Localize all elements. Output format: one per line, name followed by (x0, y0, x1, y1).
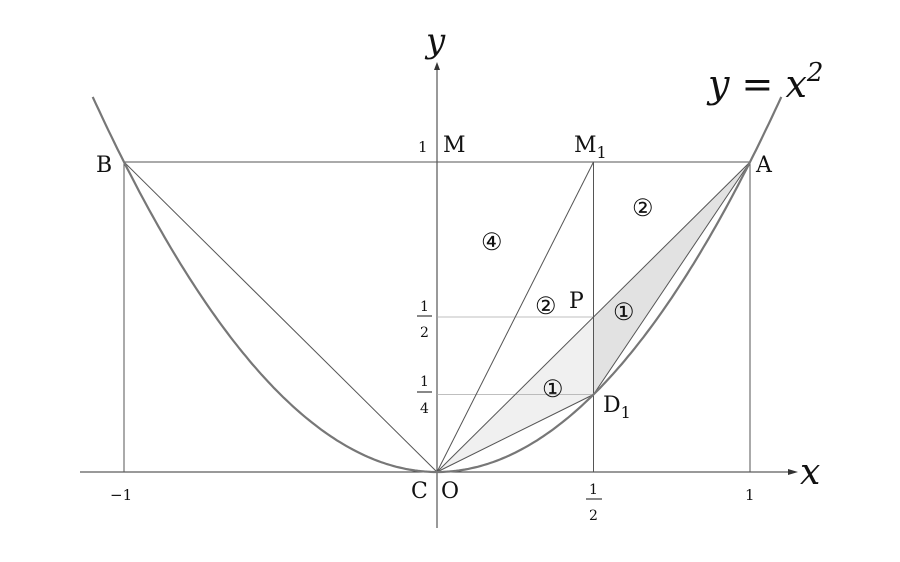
region-label-2-mid: ② (535, 292, 557, 320)
tick-y-half-den: 2 (420, 325, 429, 341)
point-m-label: M (443, 133, 466, 158)
point-d1-label: D1 (603, 393, 631, 422)
line-od1 (436, 394, 594, 473)
point-c-label: C (411, 479, 428, 504)
x-axis-label: x (800, 452, 820, 493)
tick-x-half-den: 2 (589, 508, 598, 524)
y-axis-label: y (424, 21, 446, 61)
tick-x-1: 1 (745, 486, 755, 504)
point-m1-label: M1 (574, 133, 607, 162)
tick-x-neg1: −1 (110, 486, 132, 504)
point-b-label: B (96, 153, 112, 178)
region-label-1-left: ① (542, 375, 564, 403)
tick-x-half-num: 1 (589, 482, 598, 498)
tick-y-quarter-num: 1 (420, 374, 429, 390)
tick-y-1: 1 (418, 138, 428, 156)
region-label-2-top: ② (632, 194, 654, 222)
x-axis-arrow (788, 469, 798, 475)
parabola-curve (91, 96, 783, 474)
point-o-label: O (441, 479, 459, 504)
tick-y-quarter-den: 4 (420, 401, 429, 417)
line-oa (436, 161, 751, 473)
region-label-1-right: ① (613, 298, 635, 326)
point-p-label: P (569, 289, 584, 314)
line-om1 (436, 161, 594, 473)
curve-label: y = x2 (706, 58, 823, 106)
line-d1a (593, 161, 751, 395)
region-label-4: ④ (481, 228, 503, 256)
tick-y-half-num: 1 (420, 299, 429, 315)
line-cb (123, 161, 438, 473)
point-a-label: A (755, 153, 773, 178)
y-axis-arrow (434, 62, 440, 70)
